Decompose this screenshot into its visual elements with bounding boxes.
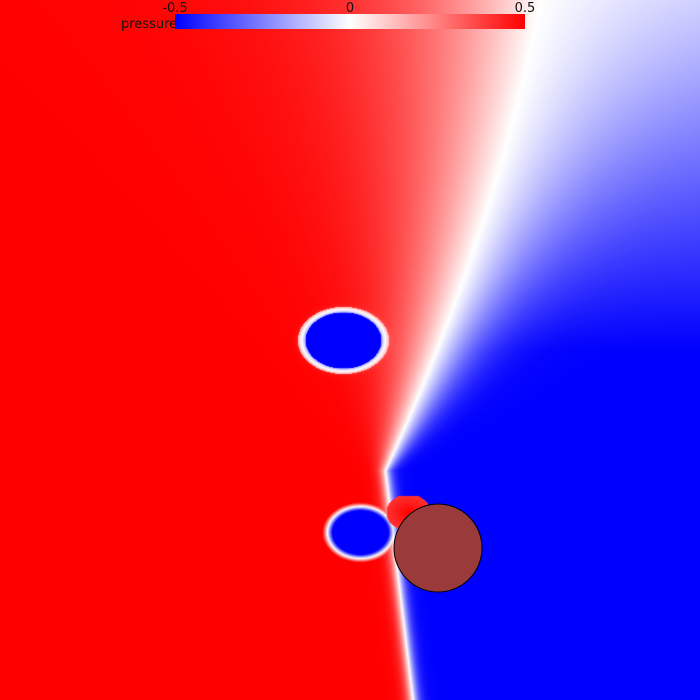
circular-obstacle: [393, 503, 483, 593]
